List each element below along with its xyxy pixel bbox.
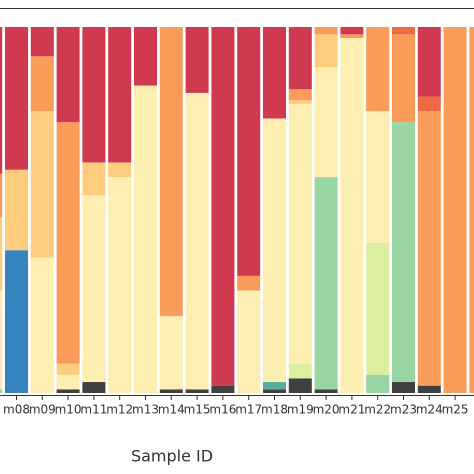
bar-segment: [82, 162, 106, 196]
x-tick-label: m24: [416, 403, 443, 417]
x-tick-label: m23: [390, 403, 417, 417]
bar-segment: [30, 257, 54, 393]
bar-segment: [263, 382, 286, 390]
bar-segment: [366, 27, 390, 112]
bar-segment: [417, 96, 441, 112]
bar-segment: [82, 382, 106, 393]
bar-segment: [314, 389, 338, 393]
bar-segment: [134, 85, 157, 393]
bar-segment: [263, 118, 286, 383]
x-tick-label: m21: [338, 403, 365, 417]
bar-segment: [263, 389, 286, 393]
bar-segment: [288, 27, 312, 90]
bar-segment: [30, 56, 54, 112]
bar-segment: [263, 27, 286, 119]
bar-segment: [288, 103, 312, 364]
bar-segment: [288, 100, 312, 104]
bar-segment: [0, 27, 3, 174]
bar-segment: [288, 378, 312, 393]
bar-segment: [30, 111, 54, 258]
bar-segment: [237, 27, 261, 276]
bar-segment: [30, 27, 54, 57]
bar-segment: [366, 374, 390, 393]
x-tick-label: m17: [235, 403, 262, 417]
bar-segment: [314, 67, 338, 178]
bar-segment: [108, 27, 132, 163]
bar-segment: [392, 382, 415, 393]
bar-segment: [108, 162, 132, 178]
bar-segment: [185, 92, 209, 390]
bar-segment: [159, 389, 183, 393]
x-tick-label: m15: [184, 403, 211, 417]
bar-segment: [56, 122, 80, 364]
bar-segment: [108, 177, 132, 393]
bar-segment: [5, 27, 28, 170]
bar-segment: [56, 27, 80, 123]
x-tick-label: m25: [442, 403, 469, 417]
x-tick-label: m16: [209, 403, 236, 417]
bar-segment: [314, 34, 338, 68]
bar-segment: [211, 385, 235, 393]
x-tick-label: m10: [55, 403, 82, 417]
bar-segment: [314, 177, 338, 390]
bar-segment: [392, 122, 415, 383]
x-tick-label: m09: [29, 403, 56, 417]
bar-segment: [56, 374, 80, 390]
bar-segment: [159, 316, 183, 390]
x-tick-label: m13: [132, 403, 159, 417]
bar-segment: [5, 169, 28, 251]
bar-segment: [417, 111, 441, 386]
x-axis-title: Sample ID: [131, 447, 213, 466]
bar-segment: [82, 195, 106, 383]
bar-segment: [5, 250, 28, 393]
bar-segment: [134, 27, 157, 86]
bar-segment: [288, 89, 312, 101]
bar-segment: [340, 34, 364, 38]
x-tick-label: m19: [287, 403, 314, 417]
bar-segment: [392, 34, 415, 123]
bar-segment: [237, 290, 261, 393]
bar-segment: [0, 389, 3, 393]
bar-segment: [340, 37, 364, 393]
x-tick-label: m14: [158, 403, 185, 417]
bar-segment: [443, 27, 467, 393]
bar-segment: [211, 27, 235, 386]
bar-segment: [469, 27, 474, 393]
bar-segment: [340, 27, 364, 35]
bar-segment: [159, 27, 183, 317]
bar-segment: [0, 173, 3, 218]
bar-segment: [417, 27, 441, 97]
x-tick-label: m12: [106, 403, 133, 417]
x-tick-label: m08: [3, 403, 30, 417]
x-tick-label: m22: [364, 403, 391, 417]
x-tick-label: m18: [261, 403, 288, 417]
bar-segment: [82, 27, 106, 163]
bar-segment: [366, 111, 390, 243]
bar-segment: [56, 363, 80, 375]
bar-segment: [185, 389, 209, 393]
bar-segment: [288, 363, 312, 379]
bar-segment: [185, 27, 209, 93]
bar-segment: [392, 27, 415, 35]
bar-segment: [0, 217, 3, 291]
bar-segment: [56, 389, 80, 393]
bar-segment: [366, 242, 390, 375]
bar-segment: [0, 290, 3, 390]
x-tick-label: m20: [313, 403, 340, 417]
x-tick-label: m11: [80, 403, 107, 417]
bar-segment: [314, 27, 338, 35]
bar-segment: [417, 385, 441, 393]
bar-segment: [237, 275, 261, 291]
